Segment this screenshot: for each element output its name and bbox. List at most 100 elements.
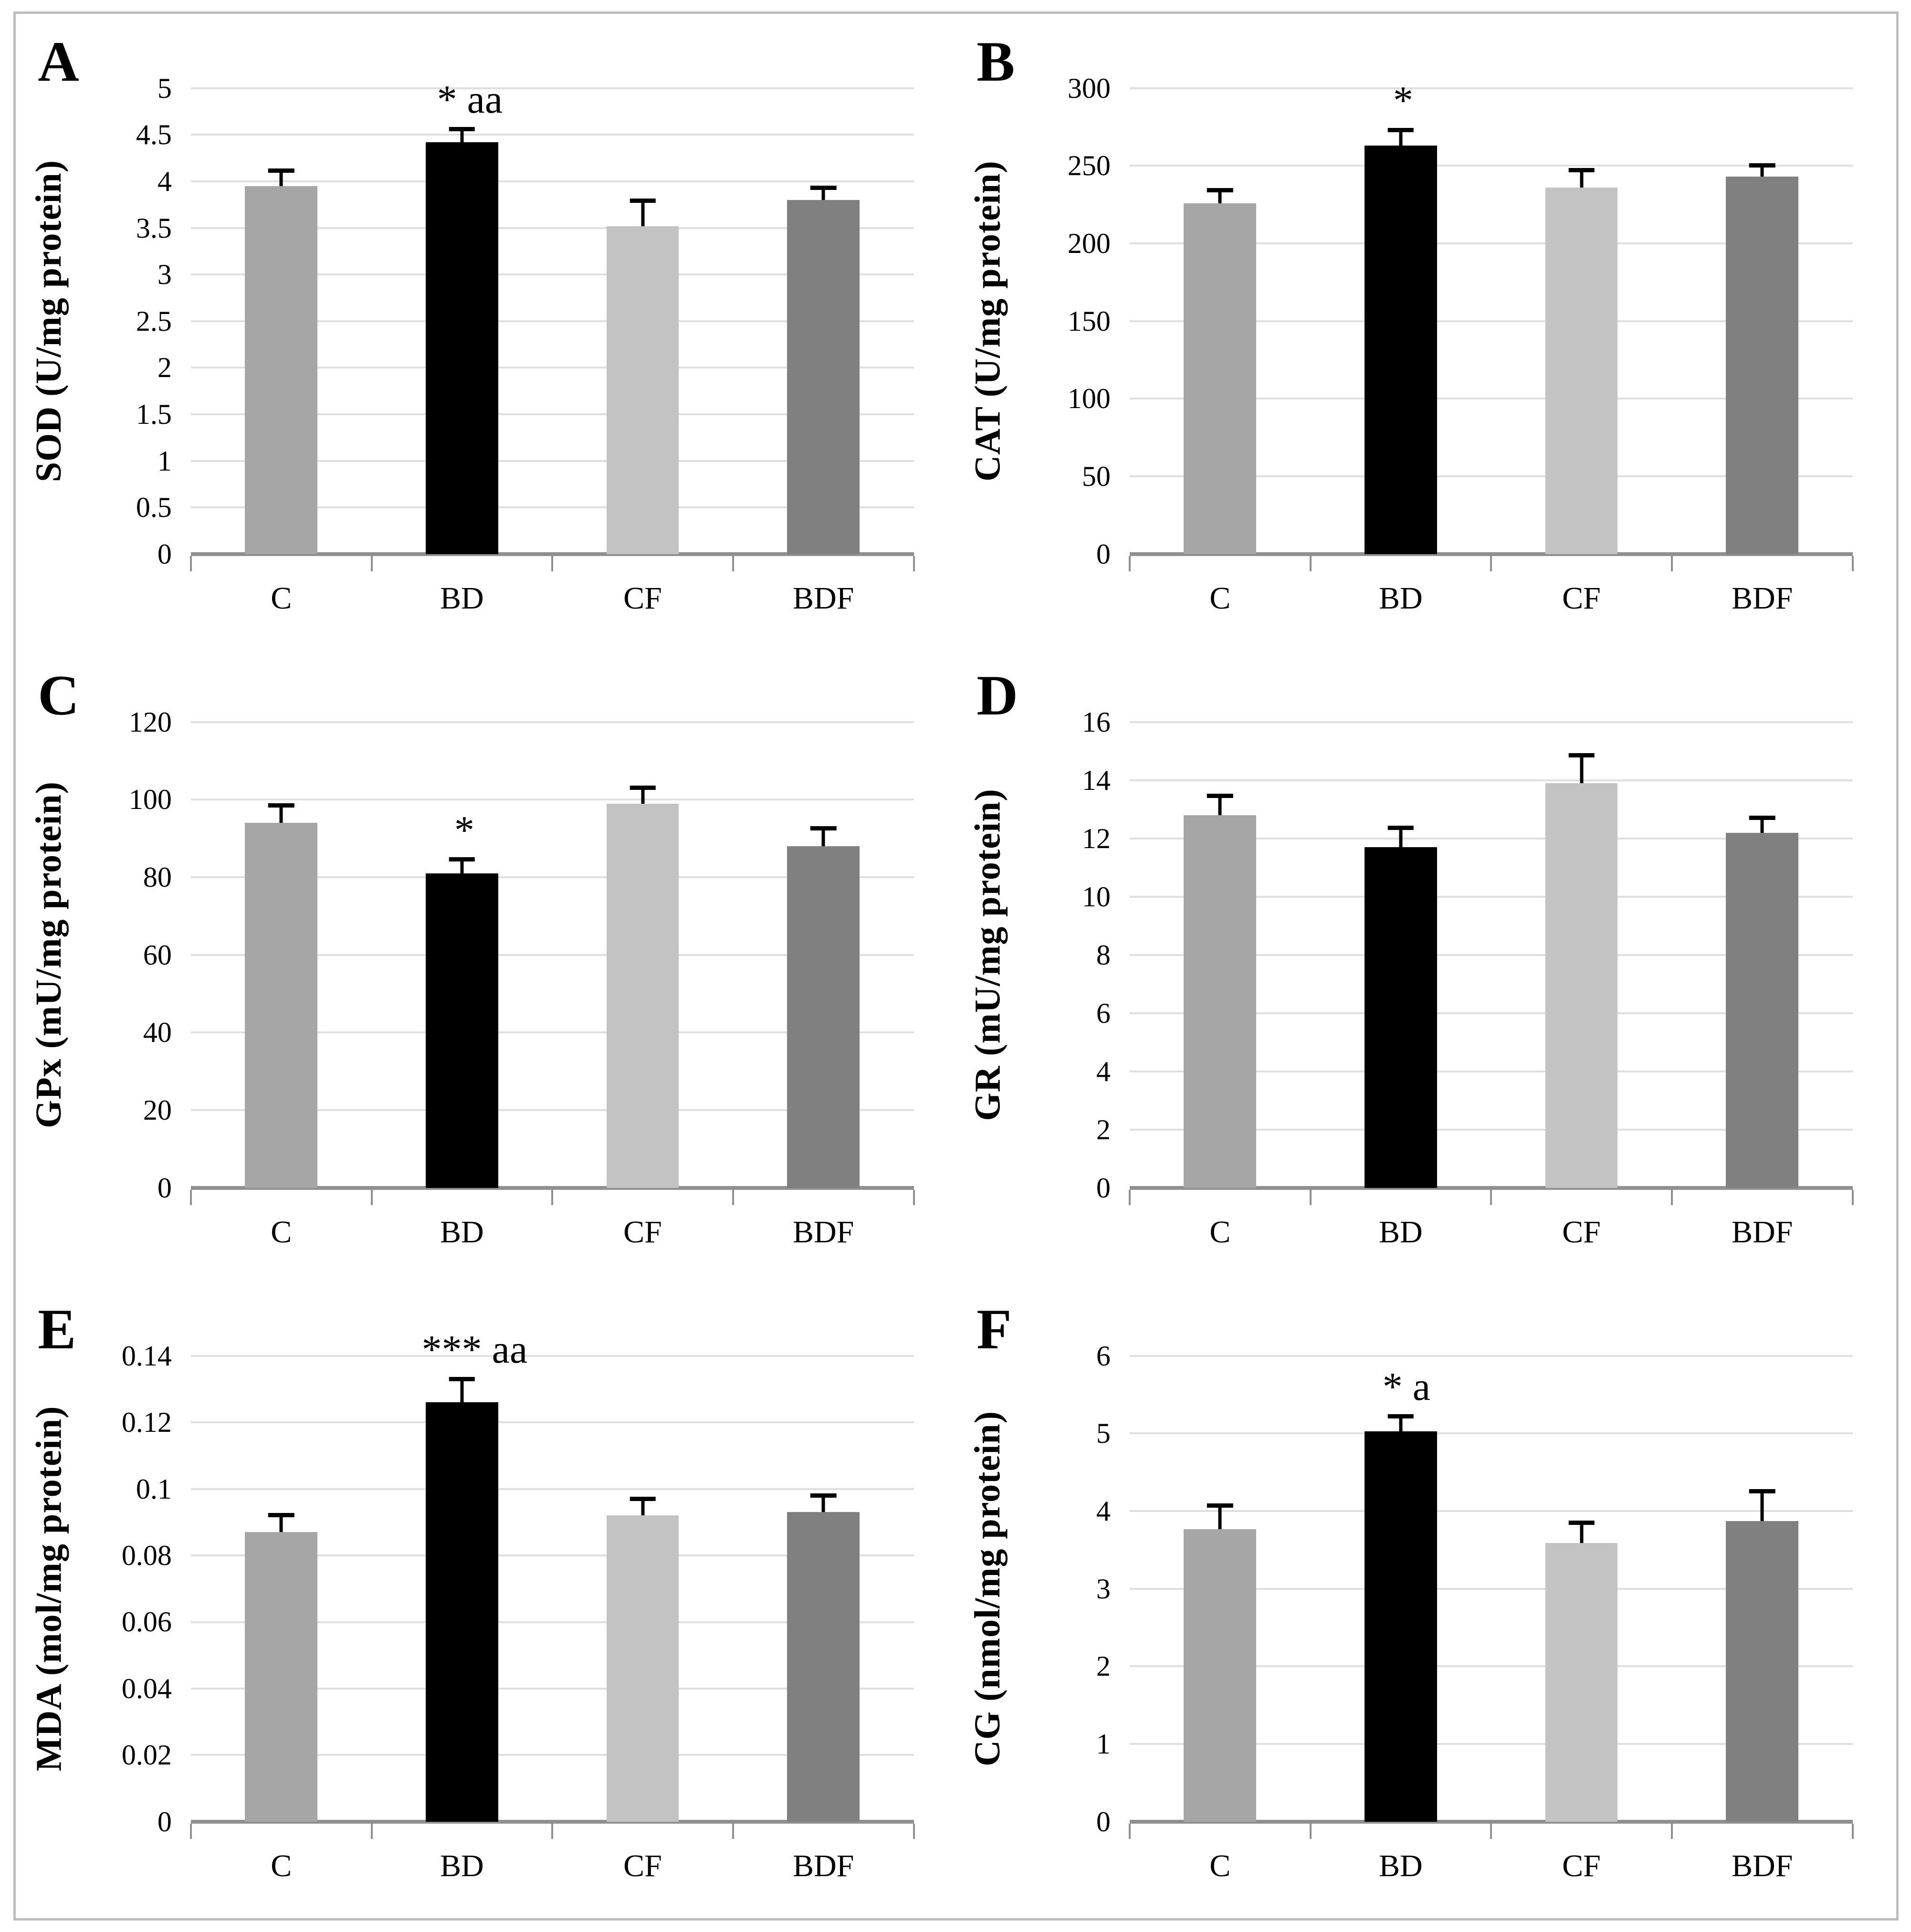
error-bar-cap (810, 1493, 837, 1498)
x-axis-tick (1128, 1189, 1131, 1205)
x-axis-tick (370, 1189, 373, 1205)
gridline (1129, 398, 1853, 400)
x-axis-tick (1490, 556, 1492, 571)
error-bar-cap (1568, 168, 1595, 173)
panels-grid: A SOD (U/mg protein) 0 0.5 1 1.5 2 2.5 3 3.5 4 4.… (17, 15, 1895, 1917)
y-axis-title: CAT (U/mg protein) (962, 88, 1014, 554)
y-tick-label: 12 (1082, 822, 1111, 854)
gridline (190, 273, 914, 276)
panel-letter: A (38, 30, 79, 94)
x-axis-tick (913, 556, 915, 571)
error-bar-cap (1749, 163, 1775, 168)
y-tick-label: 6 (1096, 997, 1111, 1029)
error-bar-line (1760, 818, 1764, 833)
y-tick-label: 0.5 (136, 492, 172, 524)
gridline (190, 1109, 914, 1112)
error-bar-cap (1749, 816, 1775, 820)
y-tick-label: 2 (1096, 1113, 1111, 1145)
x-category-label: BDF (1731, 580, 1793, 616)
x-category-label: BD (1379, 580, 1423, 616)
error-bar-line (1218, 1505, 1222, 1529)
bar-a-bd (426, 142, 498, 554)
y-tick-label: 0.06 (121, 1606, 172, 1638)
x-axis-tick (1128, 556, 1131, 571)
gridline (1129, 1665, 1853, 1668)
gridline (1129, 837, 1853, 840)
y-tick-label: 0 (1096, 1172, 1111, 1204)
error-bar-line (460, 129, 464, 142)
gridline (1129, 1743, 1853, 1745)
gridline (190, 506, 914, 509)
x-axis-tick (732, 1823, 734, 1839)
y-tick-label: 20 (143, 1094, 172, 1126)
bar-f-c (1184, 1529, 1256, 1822)
error-bar-line (1399, 130, 1403, 146)
x-category-label: CF (1562, 1848, 1601, 1883)
error-bar-cap (810, 826, 837, 831)
error-bar-line (1399, 828, 1403, 848)
bar-c-bdf (787, 846, 860, 1188)
x-axis-tick (1670, 1189, 1673, 1205)
gridline (1129, 1510, 1853, 1512)
x-axis-tick (551, 556, 554, 571)
bar-f-cf (1545, 1543, 1618, 1822)
y-tick-label: 3 (1096, 1573, 1111, 1605)
bar-c-c (245, 823, 317, 1188)
bar-b-cf (1545, 187, 1618, 554)
error-bar-line (1218, 190, 1222, 203)
y-tick-label: 2.5 (136, 305, 172, 337)
gridline (1129, 87, 1853, 89)
gridline (190, 876, 914, 879)
gridline (1129, 1070, 1853, 1072)
y-tick-label: 150 (1067, 305, 1111, 337)
y-tick-label: 1 (1096, 1728, 1111, 1760)
gridline (190, 1554, 914, 1557)
gridline (190, 460, 914, 462)
gridline (190, 798, 914, 801)
y-tick-label: 100 (128, 784, 172, 816)
panel-letter: E (38, 1297, 76, 1361)
y-tick-label: 14 (1082, 764, 1111, 796)
gridline (1129, 779, 1853, 781)
x-category-label: BDF (792, 1214, 854, 1250)
x-axis-tick (1309, 1823, 1312, 1839)
panel-letter: C (38, 663, 79, 727)
chart-panel-a: A SOD (U/mg protein) 0 0.5 1 1.5 2 2.5 3 3.5 4 4.… (17, 15, 956, 649)
x-category-label: C (1209, 1848, 1231, 1883)
significance-annotation: * aa (437, 77, 503, 122)
y-tick-label: 0 (157, 1172, 172, 1204)
x-axis-tick (1670, 1823, 1673, 1839)
gridline (190, 1031, 914, 1034)
x-axis-tick (551, 1189, 554, 1205)
gridline (190, 180, 914, 182)
bar-f-bdf (1726, 1521, 1798, 1822)
error-bar-line (1580, 1522, 1584, 1543)
error-bar-cap (810, 185, 837, 190)
x-category-label: BD (440, 580, 484, 616)
gridline (1129, 895, 1853, 898)
gridline (190, 320, 914, 322)
y-tick-label: 1.5 (136, 398, 172, 430)
error-bar-cap (1207, 1503, 1233, 1508)
x-category-label: CF (623, 580, 662, 616)
x-axis-line (1129, 1819, 1853, 1824)
error-bar-line (1218, 796, 1222, 815)
y-tick-label: 4 (1096, 1055, 1111, 1087)
y-tick-label: 0.02 (121, 1739, 172, 1771)
error-bar-cap (268, 803, 294, 808)
y-tick-label: 6 (1096, 1340, 1111, 1372)
chart-panel-c: C GPx (mU/mg protein) 0 20 40 60 80 100 120 C * B… (17, 649, 956, 1283)
error-bar-cap (449, 1376, 475, 1381)
error-bar-cap (1568, 753, 1595, 757)
error-bar-cap (268, 1513, 294, 1518)
chart-panel-d: D GR (mU/mg protein) 0 2 4 6 8 10 12 14 16 C BD CF B… (956, 649, 1895, 1283)
x-axis-tick (1851, 556, 1854, 571)
significance-annotation: *** aa (421, 1327, 528, 1372)
gridline (1129, 165, 1853, 167)
y-tick-label: 0.08 (121, 1540, 172, 1572)
gridline (190, 721, 914, 723)
x-axis-tick (1128, 1823, 1131, 1839)
error-bar-line (1580, 755, 1584, 783)
y-tick-label: 4 (157, 165, 172, 197)
error-bar-line (460, 1379, 464, 1403)
